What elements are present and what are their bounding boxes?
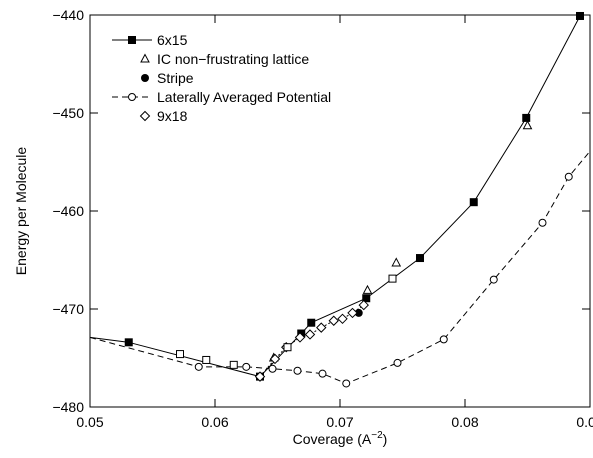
data-point-6x15: [124, 338, 133, 347]
series-line-6x15: [89, 15, 581, 378]
data-point-ic-non-frustrating-lattice: [362, 284, 373, 294]
legend-marker: [128, 36, 136, 44]
data-point-laterally-averaged-potential: [538, 218, 547, 227]
y-tick-label: −440: [52, 7, 84, 23]
y-tick-label: −470: [52, 301, 84, 317]
data-point-stripe: [354, 308, 363, 317]
data-point-laterally-averaged-potential: [194, 362, 203, 371]
data-point-9x18: [304, 329, 316, 340]
data-point-6x15: [307, 318, 316, 327]
data-point-laterally-averaged-potential: [268, 364, 277, 373]
data-point-ic-non-frustrating-lattice: [391, 257, 402, 267]
y-tick-label: −460: [52, 203, 84, 219]
legend-marker: [139, 110, 151, 122]
data-point-9x18: [294, 332, 306, 343]
data-point-open-square: [229, 360, 238, 369]
plot-area: [89, 14, 591, 408]
legend-marker: [141, 74, 149, 82]
x-tick-label: 0.06: [201, 414, 228, 430]
data-point-ic-non-frustrating-lattice: [522, 120, 533, 130]
legend-label: Stripe: [157, 70, 194, 86]
x-tick-label: 0.07: [326, 414, 353, 430]
y-tick-label: −450: [52, 105, 84, 121]
data-point-9x18: [328, 315, 339, 326]
legend: 6x15 IC non−frustrating lattice Stripe Late…: [112, 32, 331, 124]
legend-item-stripe: Stripe: [141, 70, 194, 86]
series-line-9x18: [259, 304, 365, 377]
legend-item-6x15: 6x15: [112, 32, 188, 48]
axis-ticks: 0.05 0.06 0.07 0.08 0.09 −480 −470 −460 −450 −440: [52, 7, 593, 430]
legend-item-laterally-averaged-potential: Laterally Averaged Potential: [112, 89, 331, 105]
data-point-6x15: [469, 198, 478, 207]
y-tick-label: −480: [52, 399, 84, 415]
data-point-laterally-averaged-potential: [242, 362, 251, 371]
data-point-open-square: [283, 343, 292, 352]
data-point-laterally-averaged-potential: [318, 369, 327, 378]
x-axis-title-superscript: −2: [371, 430, 383, 441]
data-point-laterally-averaged-potential: [564, 172, 573, 181]
legend-item-ic-non-frustrating-lattice: IC non−frustrating lattice: [140, 51, 309, 67]
series-markers: [124, 11, 584, 388]
legend-label: 9x18: [157, 108, 188, 124]
data-point-open-square: [388, 274, 397, 283]
y-axis-title: Energy per Molecule: [13, 147, 29, 276]
data-point-open-square: [202, 355, 211, 364]
data-point-laterally-averaged-potential: [439, 335, 448, 344]
data-point-laterally-averaged-potential: [393, 358, 402, 367]
data-point-laterally-averaged-potential: [293, 366, 302, 375]
data-point-9x18: [269, 353, 281, 365]
legend-label: 6x15: [157, 32, 188, 48]
data-point-6x15: [576, 11, 584, 20]
legend-marker: [140, 53, 150, 63]
data-point-6x15: [362, 294, 371, 303]
x-axis-title: Coverage (A−2): [293, 430, 388, 447]
data-point-laterally-averaged-potential: [342, 379, 351, 388]
data-point-9x18: [254, 371, 266, 382]
legend-label: Laterally Averaged Potential: [157, 89, 331, 105]
data-point-9x18: [337, 313, 348, 325]
data-point-open-square: [176, 350, 184, 359]
legend-label: IC non−frustrating lattice: [157, 51, 309, 67]
x-tick-label: 0.05: [76, 414, 103, 430]
data-point-9x18: [358, 299, 369, 311]
data-point-9x18: [347, 307, 358, 319]
x-tick-label: 0.08: [451, 414, 478, 430]
x-tick-label: 0.09: [576, 414, 593, 430]
legend-marker: [128, 93, 136, 101]
data-point-6x15: [416, 254, 424, 263]
data-point-6x15: [522, 113, 531, 122]
legend-item-9x18: 9x18: [139, 108, 188, 124]
data-point-laterally-averaged-potential: [489, 275, 498, 284]
data-point-9x18: [316, 322, 327, 333]
